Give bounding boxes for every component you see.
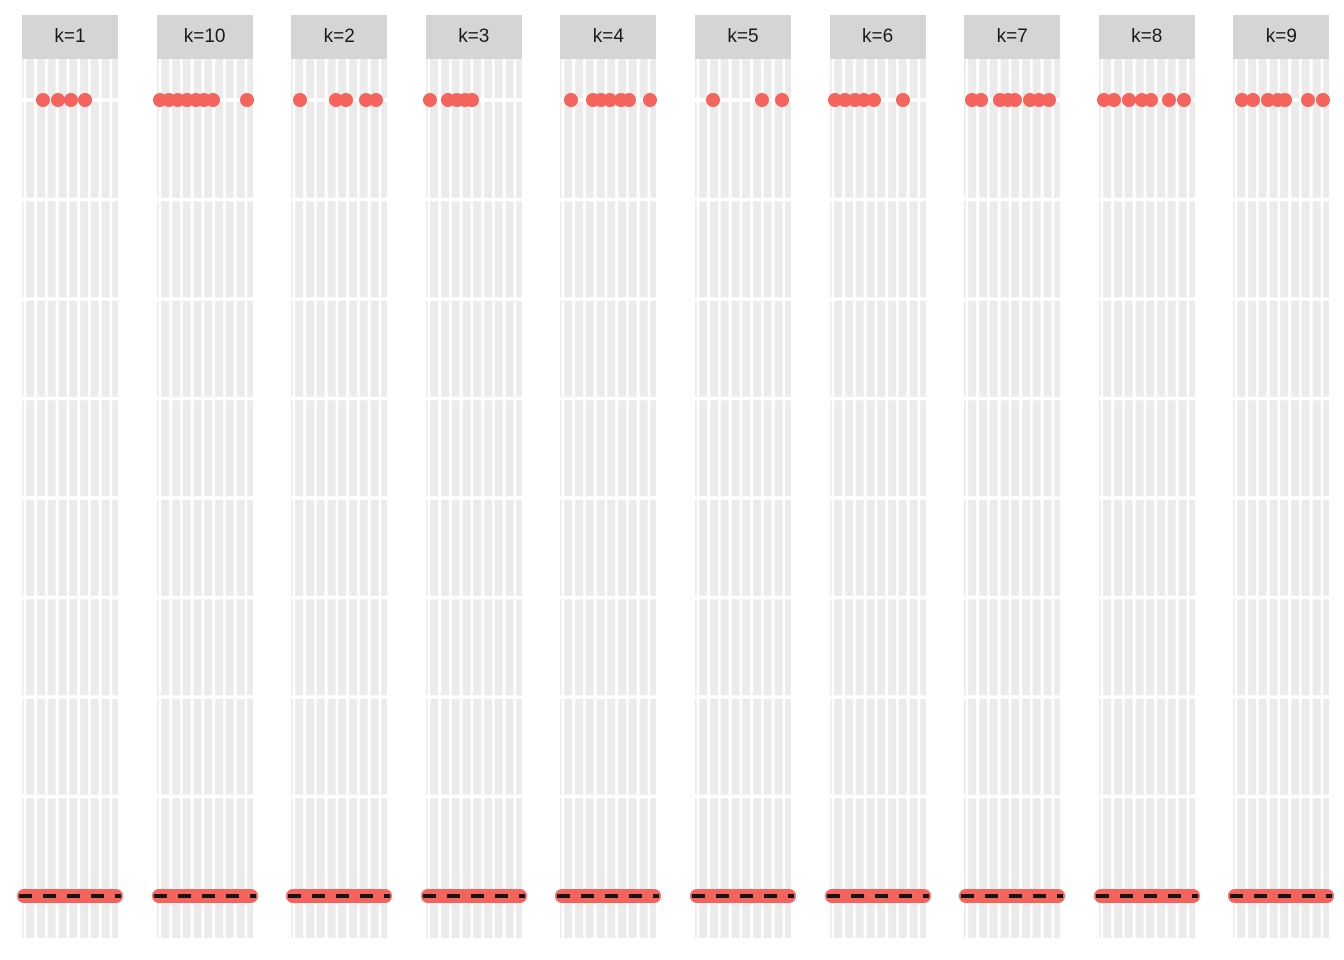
data-point (1301, 93, 1316, 107)
data-point (622, 93, 637, 107)
facet-k-6: k=6 (824, 15, 931, 938)
data-point (1107, 93, 1122, 107)
data-point (368, 93, 383, 107)
data-point (1245, 93, 1260, 107)
data-point (423, 93, 438, 107)
facet-k-2: k=2 (286, 15, 393, 938)
data-point (1278, 93, 1293, 107)
data-point (603, 93, 618, 107)
facet-k-5: k=5 (689, 15, 796, 938)
facet-row: k=1 k=10 k=2 k=3 k=4 k=5 k=6 k=7 k=8 k=9 (17, 15, 1335, 938)
data-point (63, 93, 78, 107)
facet-panel (555, 59, 662, 938)
facet-strip-label: k=2 (291, 15, 388, 59)
data-point (895, 93, 910, 107)
facet-panel (286, 59, 393, 938)
data-point (1008, 93, 1023, 107)
reference-dashed-line (1095, 894, 1198, 898)
facet-strip-label: k=10 (156, 15, 253, 59)
data-point (464, 93, 479, 107)
data-point (1121, 93, 1136, 107)
facet-k-10: k=10 (151, 15, 258, 938)
reference-dashed-line (422, 894, 525, 898)
facet-strip-label: k=8 (1098, 15, 1195, 59)
data-point (1041, 93, 1056, 107)
facet-k-4: k=4 (555, 15, 662, 938)
reference-dashed-line (826, 894, 929, 898)
facet-panel (689, 59, 796, 938)
facet-strip-label: k=7 (964, 15, 1061, 59)
data-point (775, 93, 790, 107)
reference-dashed-line (691, 894, 794, 898)
data-point (206, 93, 221, 107)
data-point (973, 93, 988, 107)
facet-strip-label: k=4 (560, 15, 657, 59)
data-point (642, 93, 657, 107)
facet-k-3: k=3 (420, 15, 527, 938)
data-point (1234, 93, 1249, 107)
facet-strip-label: k=6 (829, 15, 926, 59)
data-point (239, 93, 254, 107)
data-point (706, 93, 721, 107)
facet-strip-label: k=3 (425, 15, 522, 59)
data-point (1143, 93, 1158, 107)
facet-panel (1093, 59, 1200, 938)
data-point (50, 93, 65, 107)
data-point (755, 93, 770, 107)
facet-panel (420, 59, 527, 938)
reference-dashed-line (1230, 894, 1333, 898)
facet-strip-label: k=9 (1233, 15, 1330, 59)
reference-dashed-line (961, 894, 1064, 898)
data-point (338, 93, 353, 107)
facet-k-9: k=9 (1228, 15, 1335, 938)
facet-panel (17, 59, 123, 938)
facet-panel (151, 59, 258, 938)
facet-k-1: k=1 (17, 15, 123, 938)
data-point (563, 93, 578, 107)
facet-strip-label: k=1 (22, 15, 118, 59)
facet-strip-label: k=5 (694, 15, 791, 59)
data-point (292, 93, 307, 107)
data-point (1315, 93, 1330, 107)
reference-dashed-line (288, 894, 391, 898)
data-point (36, 93, 51, 107)
reference-dashed-line (153, 894, 256, 898)
facet-k-8: k=8 (1093, 15, 1200, 938)
reference-dashed-line (19, 894, 121, 898)
facet-panel (1228, 59, 1335, 938)
facet-k-7: k=7 (959, 15, 1066, 938)
data-point (1161, 93, 1176, 107)
facet-panel (824, 59, 931, 938)
data-point (1177, 93, 1192, 107)
data-point (866, 93, 881, 107)
reference-dashed-line (557, 894, 660, 898)
data-point (78, 93, 93, 107)
facet-panel (959, 59, 1066, 938)
